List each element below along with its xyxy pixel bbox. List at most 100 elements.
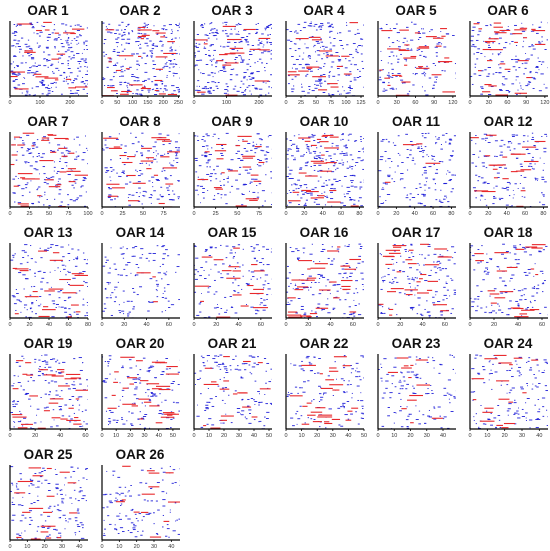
panel-title: OAR 20 <box>94 335 186 353</box>
x-tick-label: 25 <box>26 211 32 217</box>
event-marks <box>11 355 88 429</box>
x-tick-label: 60 <box>65 322 71 328</box>
x-tick-label: 60 <box>412 100 418 106</box>
x-tick-label: 30 <box>519 433 525 439</box>
x-tick-label: 30 <box>141 433 147 439</box>
x-tick-label: 0 <box>284 433 287 439</box>
x-tick-label: 90 <box>431 100 437 106</box>
x-tick-label: 40 <box>328 322 334 328</box>
event-marks <box>194 22 272 95</box>
event-marks <box>286 134 364 207</box>
x-tick-label: 0 <box>284 100 287 106</box>
x-tick-label: 0 <box>468 322 471 328</box>
panel-title: OAR 1 <box>2 2 94 20</box>
x-tick-label: 20 <box>485 211 491 217</box>
panel-title: OAR 12 <box>462 113 550 131</box>
x-tick-label: 20 <box>221 433 227 439</box>
panel-title: OAR 9 <box>186 113 278 131</box>
x-tick-label: 120 <box>540 100 549 106</box>
x-tick-label: 40 <box>251 433 257 439</box>
x-tick-label: 75 <box>161 211 167 217</box>
x-tick-label: 20 <box>32 433 38 439</box>
panel-title: OAR 11 <box>370 113 462 131</box>
x-tick-label: 0 <box>100 433 103 439</box>
event-marks <box>471 355 548 428</box>
panel-title: OAR 4 <box>278 2 370 20</box>
event-marks <box>470 244 548 318</box>
x-tick-label: 80 <box>448 211 454 217</box>
x-tick-label: 50 <box>170 433 176 439</box>
x-tick-label: 50 <box>266 433 272 439</box>
x-tick-label: 75 <box>65 211 71 217</box>
event-marks <box>470 133 547 207</box>
x-tick-label: 100 <box>128 100 137 106</box>
panel-title: OAR 23 <box>370 335 462 353</box>
x-tick-label: 60 <box>504 100 510 106</box>
x-tick-label: 40 <box>320 211 326 217</box>
event-marks <box>11 133 88 207</box>
x-tick-label: 60 <box>338 211 344 217</box>
x-tick-label: 80 <box>356 211 362 217</box>
x-tick-label: 0 <box>376 322 379 328</box>
x-tick-label: 50 <box>114 100 120 106</box>
event-marks <box>10 22 88 95</box>
x-tick-label: 40 <box>440 433 446 439</box>
event-marks <box>103 466 180 540</box>
x-tick-label: 50 <box>140 211 146 217</box>
event-marks <box>194 245 272 318</box>
x-tick-label: 0 <box>192 322 195 328</box>
x-tick-label: 50 <box>313 100 319 106</box>
event-marks <box>287 356 364 429</box>
x-tick-label: 20 <box>301 211 307 217</box>
x-tick-label: 40 <box>156 433 162 439</box>
panel-title: OAR 6 <box>462 2 550 20</box>
x-tick-label: 40 <box>236 322 242 328</box>
event-marks <box>470 22 548 95</box>
panel-title: OAR 14 <box>94 224 186 242</box>
x-tick-label: 100 <box>83 211 92 217</box>
panel-title: OAR 15 <box>186 224 278 242</box>
x-tick-label: 10 <box>113 433 119 439</box>
x-tick-label: 100 <box>222 100 231 106</box>
x-tick-label: 0 <box>376 100 379 106</box>
event-marks <box>194 133 272 206</box>
x-tick-label: 100 <box>341 100 350 106</box>
panel-title: OAR 22 <box>278 335 370 353</box>
event-marks <box>102 356 180 429</box>
x-tick-label: 25 <box>213 211 219 217</box>
x-tick-label: 90 <box>523 100 529 106</box>
x-tick-label: 0 <box>468 100 471 106</box>
event-marks <box>287 22 364 96</box>
x-tick-label: 40 <box>515 322 521 328</box>
